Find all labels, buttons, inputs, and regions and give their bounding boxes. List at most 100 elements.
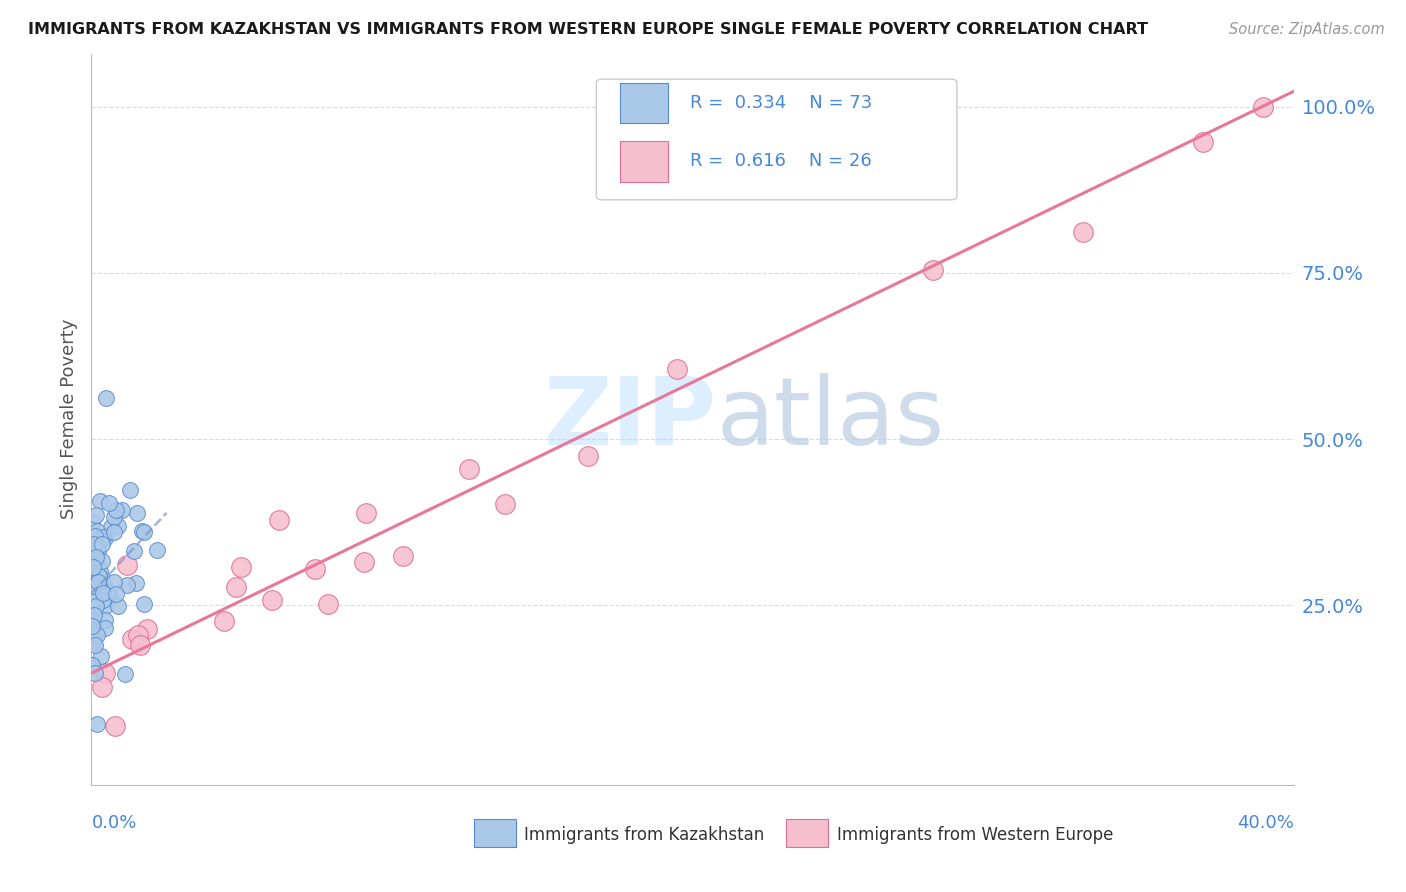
Bar [786, 820, 828, 847]
Point [83, 528, 105, 542]
Point [89, 564, 111, 578]
Point [97, 585, 120, 599]
Point [94, 666, 117, 681]
Point [356, 506, 378, 520]
Point [114, 667, 136, 681]
Point [94, 531, 117, 545]
Point [82, 591, 104, 606]
Point [392, 549, 415, 563]
Point [82, 619, 104, 633]
Point [94, 599, 117, 614]
Point [105, 503, 128, 517]
Point [83, 592, 105, 607]
Point [132, 525, 155, 540]
Point [91, 680, 114, 694]
Point [94, 391, 117, 405]
Bar [620, 83, 668, 123]
Point [94, 580, 117, 594]
Point [83, 607, 105, 622]
Point [103, 574, 125, 589]
Point [83, 581, 105, 595]
Point [1071, 225, 1094, 239]
Point [91, 593, 114, 607]
Point [89, 494, 111, 508]
Point [212, 615, 235, 629]
Point [353, 555, 375, 569]
Point [107, 599, 129, 613]
Point [576, 450, 599, 464]
Bar [474, 820, 516, 847]
Point [136, 622, 159, 636]
Point [87, 569, 110, 583]
Point [86, 628, 108, 642]
Point [83, 638, 105, 652]
Point [458, 461, 481, 475]
Point [115, 558, 138, 573]
Point [91, 586, 114, 600]
Text: R =  0.334    N = 73: R = 0.334 N = 73 [690, 94, 872, 112]
Point [86, 597, 108, 611]
Point [86, 716, 108, 731]
Point [922, 262, 945, 277]
Point [97, 496, 120, 510]
Text: Immigrants from Western Europe: Immigrants from Western Europe [837, 826, 1114, 844]
Point [82, 579, 104, 593]
Point [86, 558, 108, 572]
Point [122, 543, 145, 558]
Point [86, 550, 108, 565]
Bar [620, 141, 668, 182]
Text: Immigrants from Kazakhstan: Immigrants from Kazakhstan [524, 826, 765, 844]
Point [1192, 135, 1215, 149]
Point [82, 515, 104, 529]
Point [94, 613, 117, 627]
Point [118, 483, 141, 497]
Point [267, 513, 290, 527]
Point [94, 621, 117, 635]
Point [117, 578, 139, 592]
Point [494, 497, 516, 511]
Point [100, 520, 122, 534]
Point [260, 592, 283, 607]
Point [84, 560, 107, 574]
Point [87, 574, 110, 589]
Point [229, 559, 252, 574]
Point [83, 610, 105, 624]
Point [131, 524, 153, 538]
Point [84, 508, 107, 523]
Point [90, 648, 112, 663]
Point [82, 589, 104, 603]
Point [83, 588, 105, 602]
Text: atlas: atlas [717, 373, 945, 466]
Point [91, 554, 114, 568]
Point [82, 559, 104, 574]
Point [83, 626, 105, 640]
Point [86, 562, 108, 576]
Y-axis label: Single Female Poverty: Single Female Poverty [59, 319, 77, 519]
Point [107, 519, 129, 533]
Point [98, 590, 121, 604]
Point [103, 525, 125, 540]
Point [110, 503, 132, 517]
Text: Source: ZipAtlas.com: Source: ZipAtlas.com [1229, 22, 1385, 37]
Point [82, 657, 104, 672]
Point [127, 627, 149, 641]
Text: ZIP: ZIP [544, 373, 717, 466]
Point [104, 587, 127, 601]
Text: IMMIGRANTS FROM KAZAKHSTAN VS IMMIGRANTS FROM WESTERN EUROPE SINGLE FEMALE POVER: IMMIGRANTS FROM KAZAKHSTAN VS IMMIGRANTS… [28, 22, 1149, 37]
Point [83, 665, 105, 680]
Point [104, 719, 127, 733]
Point [86, 524, 108, 538]
Point [125, 576, 148, 591]
Point [129, 638, 152, 652]
Point [91, 572, 114, 586]
Point [1253, 100, 1275, 114]
Point [225, 580, 247, 594]
Point [121, 632, 143, 647]
Point [82, 594, 104, 608]
Point [83, 632, 105, 646]
Point [82, 561, 104, 575]
Point [132, 597, 155, 611]
Point [125, 506, 148, 520]
Point [91, 530, 114, 544]
Point [87, 578, 110, 592]
